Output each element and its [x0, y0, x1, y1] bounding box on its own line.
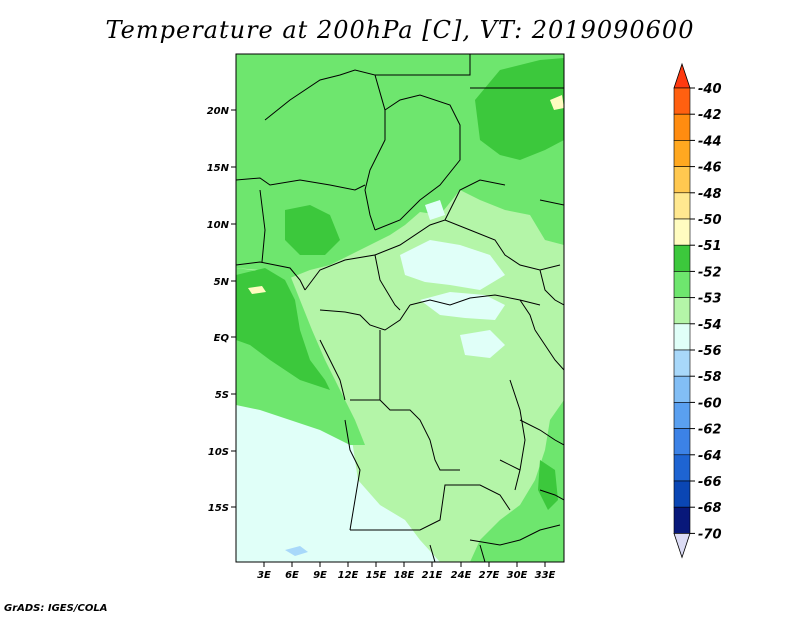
lon-label-18e: 18E — [394, 570, 415, 581]
lon-label-12e: 12E — [338, 570, 359, 581]
field-minus56-patch3 — [460, 330, 505, 358]
colorbar-label: -42 — [698, 108, 722, 123]
field-minus56-patch1 — [400, 240, 505, 290]
colorbar-label: -52 — [698, 265, 722, 280]
colorbar-segment — [673, 113, 691, 141]
lon-label-3e: 3E — [257, 570, 271, 581]
field-minus51-patch2 — [550, 95, 564, 110]
chart-title: Temperature at 200hPa [C], VT: 201909060… — [105, 16, 695, 44]
colorbar-label: -60 — [698, 396, 722, 411]
colorbar-label: -54 — [698, 318, 722, 333]
lon-label-24e: 24E — [451, 570, 472, 581]
map-frame — [235, 53, 565, 563]
colorbar: -40 -42 -44 -46 -48 -50 -51 -52 -53 -54 -56 -58 -60 -… — [673, 62, 722, 559]
colorbar-segment — [673, 323, 691, 351]
colorbar-segment — [673, 454, 691, 482]
lat-label-10s: 10S — [208, 447, 229, 458]
field-minus52-nigeria — [285, 205, 340, 255]
lat-label-10n: 10N — [207, 220, 230, 231]
lon-label-6e: 6E — [285, 570, 299, 581]
colorbar-segment — [673, 297, 691, 325]
lat-label-15s: 15S — [208, 503, 229, 514]
colorbar-label: -62 — [698, 423, 722, 438]
colorbar-label: -51 — [698, 239, 722, 254]
lat-label-20n: 20N — [207, 106, 230, 117]
field-minus51-patch1 — [248, 286, 266, 294]
colorbar-segment — [673, 244, 691, 272]
colorbar-segment — [673, 480, 691, 508]
field-minus52-east — [538, 460, 558, 510]
colorbar-label: -48 — [698, 187, 722, 202]
colorbar-label: -56 — [698, 344, 722, 359]
lat-label-5n: 5N — [214, 277, 230, 288]
lat-label-15n: 15N — [207, 163, 230, 174]
lon-tick-marks — [263, 562, 546, 567]
colorbar-segment — [673, 428, 691, 456]
lon-label-15e: 15E — [366, 570, 387, 581]
colorbar-segment — [673, 166, 691, 194]
field-minus58-patch — [285, 546, 308, 556]
colorbar-segment — [673, 402, 691, 429]
colorbar-segment — [673, 192, 691, 220]
colorbar-segment — [673, 349, 691, 377]
lon-tick-labels: 3E 6E 9E 12E 15E 18E 21E 24E 27E 30E 33E — [257, 570, 555, 581]
lat-tick-labels: 20N 15N 10N 5N EQ 5S 10S 15S — [207, 106, 230, 514]
lat-label-5s: 5S — [215, 390, 229, 401]
lon-label-33e: 33E — [535, 570, 556, 581]
colorbar-segment — [673, 140, 691, 167]
lon-label-27e: 27E — [479, 570, 500, 581]
footer-credit: GrADS: IGES/COLA — [4, 603, 108, 614]
colorbar-label: -46 — [698, 161, 722, 176]
field-minus52-west — [236, 268, 330, 390]
field-minus56-southwest — [236, 450, 360, 562]
colorbar-label: -40 — [698, 82, 722, 97]
colorbar-label: -66 — [698, 475, 722, 490]
lat-tick-marks — [231, 109, 236, 508]
field-minus52-northeast — [475, 58, 564, 160]
field-minus56-patch2 — [420, 292, 505, 320]
colorbar-label: -50 — [698, 213, 722, 228]
colorbar-label: -44 — [698, 134, 722, 149]
lat-label-eq: EQ — [214, 333, 230, 344]
colorbar-label: -70 — [698, 527, 722, 542]
colorbar-segment — [673, 271, 691, 298]
colorbar-segment — [673, 218, 691, 246]
colorbar-segment — [673, 506, 691, 534]
temperature-field — [236, 54, 564, 562]
lon-label-9e: 9E — [313, 570, 327, 581]
field-minus53-southeast — [470, 400, 564, 562]
colorbar-segment — [673, 375, 691, 403]
field-minus56-patch4 — [425, 200, 445, 220]
colorbar-top-cap — [673, 62, 691, 89]
lon-label-30e: 30E — [507, 570, 528, 581]
colorbar-label: -68 — [698, 501, 722, 516]
country-borders — [236, 54, 564, 562]
colorbar-label: -64 — [698, 449, 722, 464]
colorbar-label: -53 — [698, 292, 722, 307]
colorbar-segment — [673, 87, 691, 115]
colorbar-label: -58 — [698, 370, 722, 385]
colorbar-bottom-cap — [673, 533, 691, 559]
lon-label-21e: 21E — [422, 570, 443, 581]
